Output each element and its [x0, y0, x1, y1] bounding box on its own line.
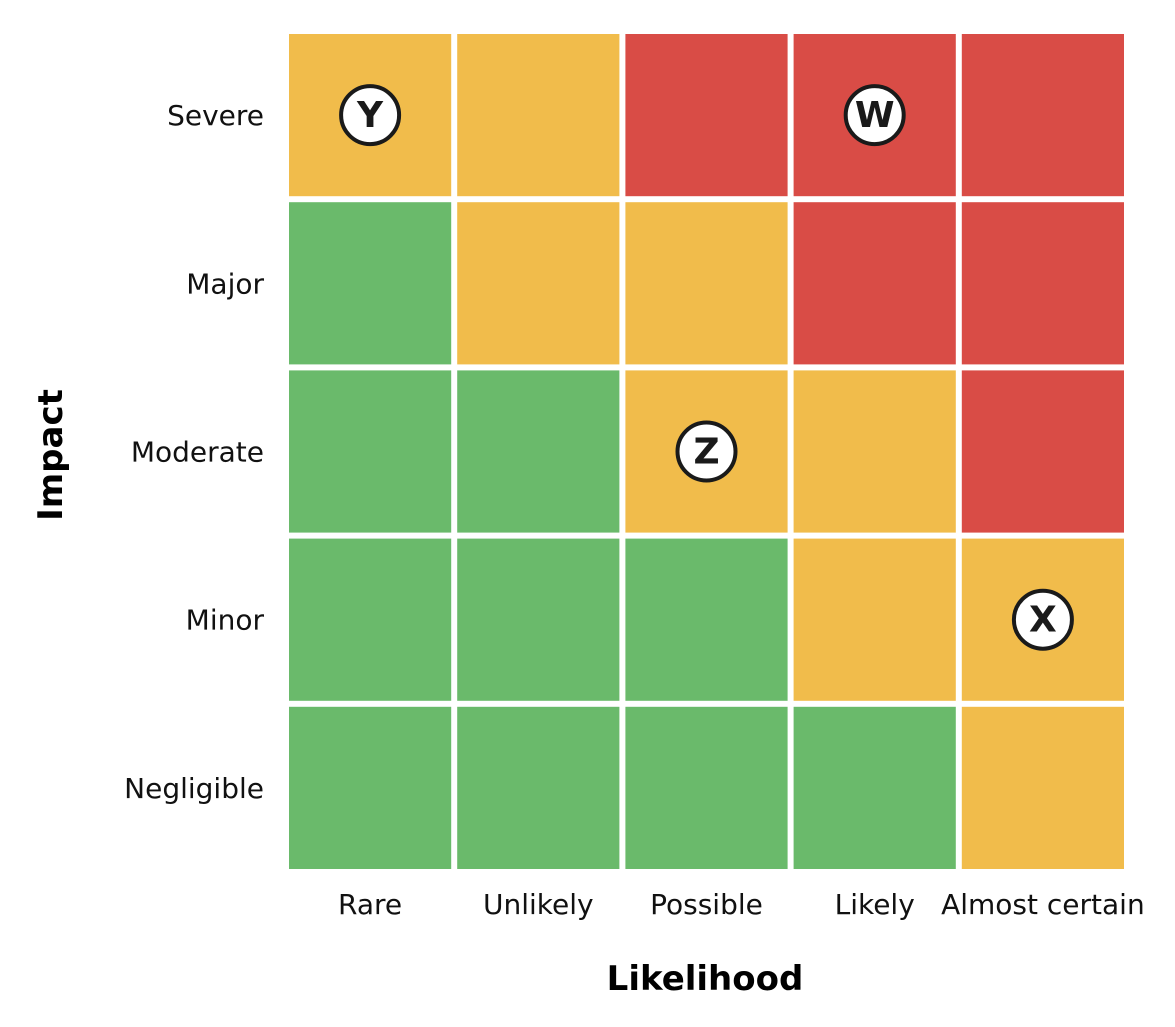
matrix-cell-medium	[793, 370, 956, 533]
matrix-cell-medium	[961, 706, 1124, 869]
y-tick-labels: Severe Major Moderate Minor Negligible	[124, 99, 264, 805]
matrix-cell-low	[625, 706, 788, 869]
x-tick-label: Unlikely	[483, 888, 594, 921]
matrix-cell-low	[289, 538, 452, 701]
x-tick-label: Almost certain	[941, 888, 1145, 921]
risk-marker: Y	[339, 84, 402, 147]
risk-marker-label: X	[1029, 600, 1057, 641]
matrix-cell-low	[625, 538, 788, 701]
risk-marker-circle	[1011, 588, 1074, 651]
matrix-cell-high	[793, 202, 956, 365]
matrix-cell-medium	[457, 202, 620, 365]
risk-marker: Z	[675, 420, 738, 483]
risk-marker-label: Y	[356, 95, 384, 136]
matrix-cell-low	[793, 706, 956, 869]
x-tick-label: Possible	[650, 888, 763, 921]
y-tick-label: Major	[186, 267, 264, 300]
matrix-cell-high	[625, 34, 788, 197]
x-axis-label: Likelihood	[607, 959, 804, 999]
risk-marker: X	[1011, 588, 1074, 651]
matrix-cells	[289, 34, 1124, 869]
risk-marker-label: Z	[693, 432, 719, 473]
matrix-cell-low	[289, 370, 452, 533]
x-tick-label: Likely	[835, 888, 915, 921]
risk-marker: W	[843, 84, 906, 147]
matrix-cell-low	[457, 370, 620, 533]
y-tick-label: Moderate	[131, 436, 264, 469]
risk-marker-circle	[675, 420, 738, 483]
y-tick-label: Minor	[186, 604, 265, 637]
matrix-cell-low	[457, 706, 620, 869]
risk-marker-label: W	[855, 95, 895, 136]
risk-marker-circle	[843, 84, 906, 147]
y-tick-label: Negligible	[124, 772, 264, 805]
matrix-cell-high	[961, 370, 1124, 533]
matrix-cell-medium	[457, 34, 620, 197]
matrix-cell-medium	[625, 202, 788, 365]
matrix-cell-low	[289, 202, 452, 365]
x-tick-labels: Rare Unlikely Possible Likely Almost certain	[338, 888, 1145, 921]
matrix-cell-high	[961, 202, 1124, 365]
matrix-cell-low	[457, 538, 620, 701]
risk-marker-circle	[339, 84, 402, 147]
matrix-cell-medium	[793, 538, 956, 701]
x-tick-label: Rare	[338, 888, 402, 921]
y-tick-label: Severe	[167, 99, 264, 132]
y-axis-label: Impact	[31, 389, 71, 521]
matrix-cell-high	[961, 34, 1124, 197]
matrix-cell-low	[289, 706, 452, 869]
risk-markers: Y W Z X	[339, 84, 1074, 651]
